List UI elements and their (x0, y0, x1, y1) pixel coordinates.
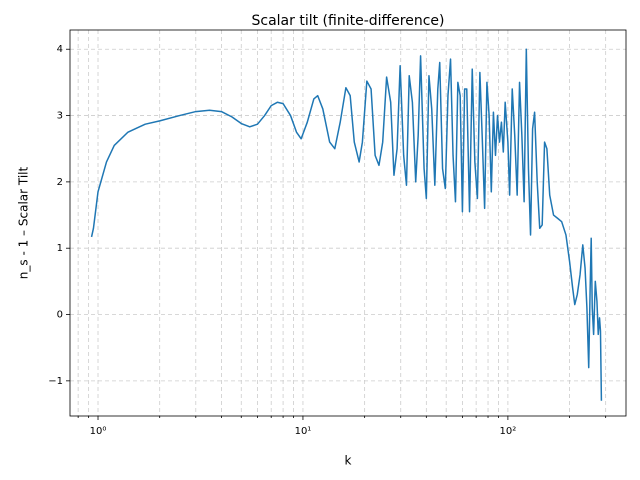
y-tick-label: 1 (57, 243, 63, 254)
chart-title: Scalar tilt (finite-difference) (252, 13, 445, 29)
axes-frame (69, 29, 627, 417)
y-tick-label: 0 (57, 310, 63, 321)
grid (70, 30, 626, 416)
y-tick-label: −1 (48, 376, 63, 387)
y-tick-label: 4 (57, 44, 63, 55)
x-tick-label: 10² (500, 426, 517, 437)
x-axis-label: k (345, 454, 352, 468)
y-tick-label: 2 (57, 177, 63, 188)
plot (90, 48, 603, 401)
data-line (90, 48, 603, 401)
y-tick-label: 3 (57, 111, 63, 122)
y-axis-label: n_s - 1 – Scalar Tilt (17, 166, 31, 279)
x-tick-label: 10⁰ (90, 426, 107, 437)
x-tick-label: 10¹ (295, 426, 312, 437)
